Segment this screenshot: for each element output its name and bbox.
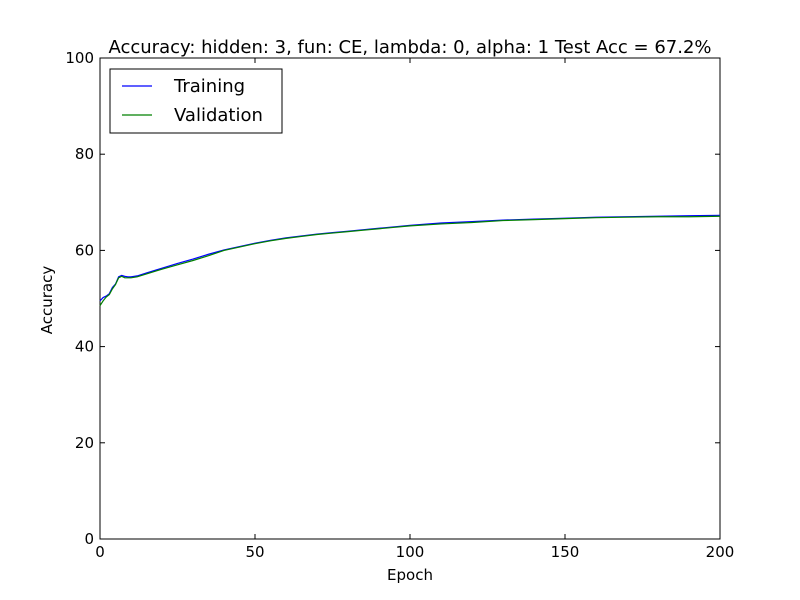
x-tick-label: 0 [95, 543, 105, 561]
y-tick-label: 80 [75, 145, 94, 163]
legend-label-validation: Validation [174, 105, 263, 126]
x-tick-label: 200 [706, 543, 735, 561]
x-tick-label: 150 [551, 543, 580, 561]
x-axis: 0 50 100 150 200 [95, 58, 734, 561]
series-line-validation [99, 215, 721, 307]
x-axis-label: Epoch [387, 566, 433, 584]
y-tick-label: 60 [75, 241, 94, 259]
series-layer [99, 214, 721, 307]
x-tick-label: 50 [245, 543, 264, 561]
y-tick-label: 100 [65, 49, 94, 67]
legend: Training Validation [109, 68, 283, 134]
y-tick-label: 20 [75, 434, 94, 452]
chart-title: Accuracy: hidden: 3, fun: CE, lambda: 0,… [108, 37, 711, 58]
y-axis: 0 20 40 60 80 100 [65, 49, 720, 548]
legend-label-training: Training [173, 76, 245, 97]
y-tick-label: 0 [84, 530, 94, 548]
y-axis-label: Accuracy [38, 266, 56, 335]
y-tick-label: 40 [75, 338, 94, 356]
x-tick-label: 100 [396, 543, 425, 561]
legend-box [109, 68, 283, 134]
